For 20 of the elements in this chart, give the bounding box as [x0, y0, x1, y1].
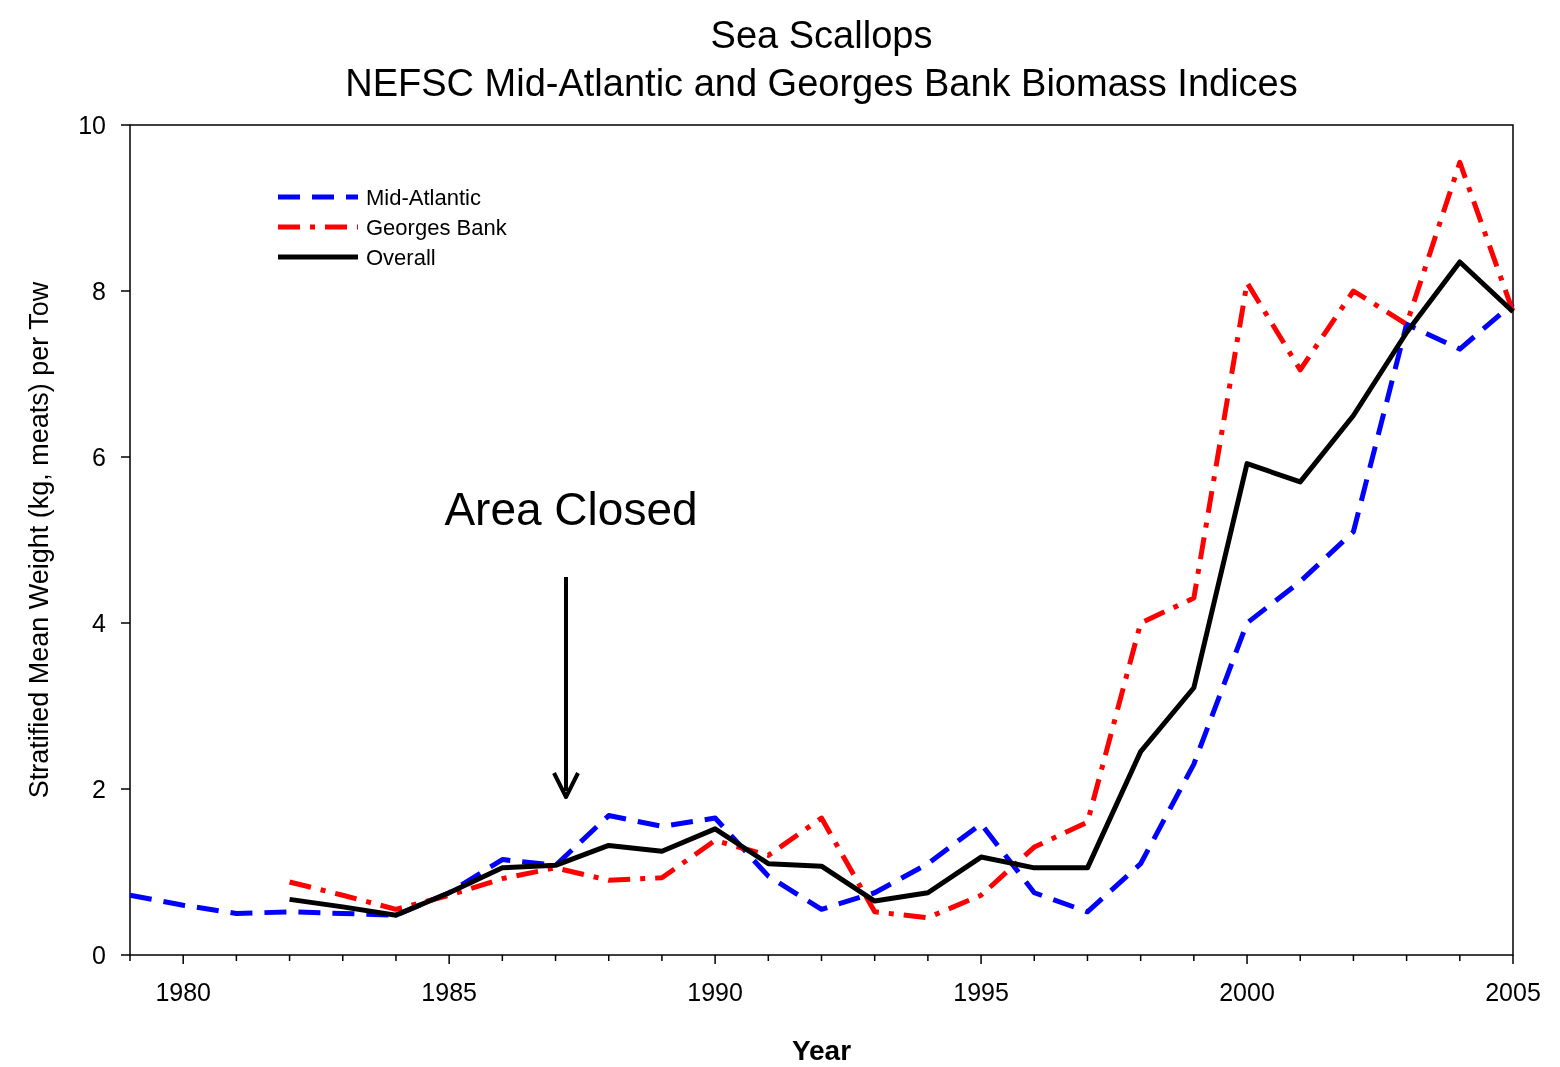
y-axis-title: Stratified Mean Weight (kg, meats) per Tow [24, 281, 54, 799]
legend-label: Mid-Atlantic [366, 185, 481, 210]
x-tick-label: 2005 [1485, 978, 1541, 1006]
chart-subtitle: NEFSC Mid-Atlantic and Georges Bank Biomass Indices [345, 62, 1298, 104]
x-axis-title: Year [791, 1035, 852, 1066]
x-tick-label: 1980 [155, 978, 211, 1006]
y-tick-label: 10 [78, 111, 106, 139]
y-tick-label: 6 [92, 443, 106, 471]
x-tick-label: 1985 [421, 978, 477, 1006]
chart-title: Sea Scallops [710, 14, 933, 56]
legend-label: Georges Bank [366, 215, 508, 240]
x-tick-label: 1990 [687, 978, 743, 1006]
y-tick-label: 4 [92, 609, 107, 637]
x-tick-label: 2000 [1219, 978, 1275, 1006]
legend-label: Overall [366, 245, 436, 270]
y-tick-label: 8 [92, 277, 106, 305]
y-tick-label: 2 [92, 775, 106, 803]
y-tick-label: 0 [92, 941, 106, 969]
x-tick-label: 1995 [953, 978, 1009, 1006]
annotation: Area Closed [444, 483, 698, 535]
